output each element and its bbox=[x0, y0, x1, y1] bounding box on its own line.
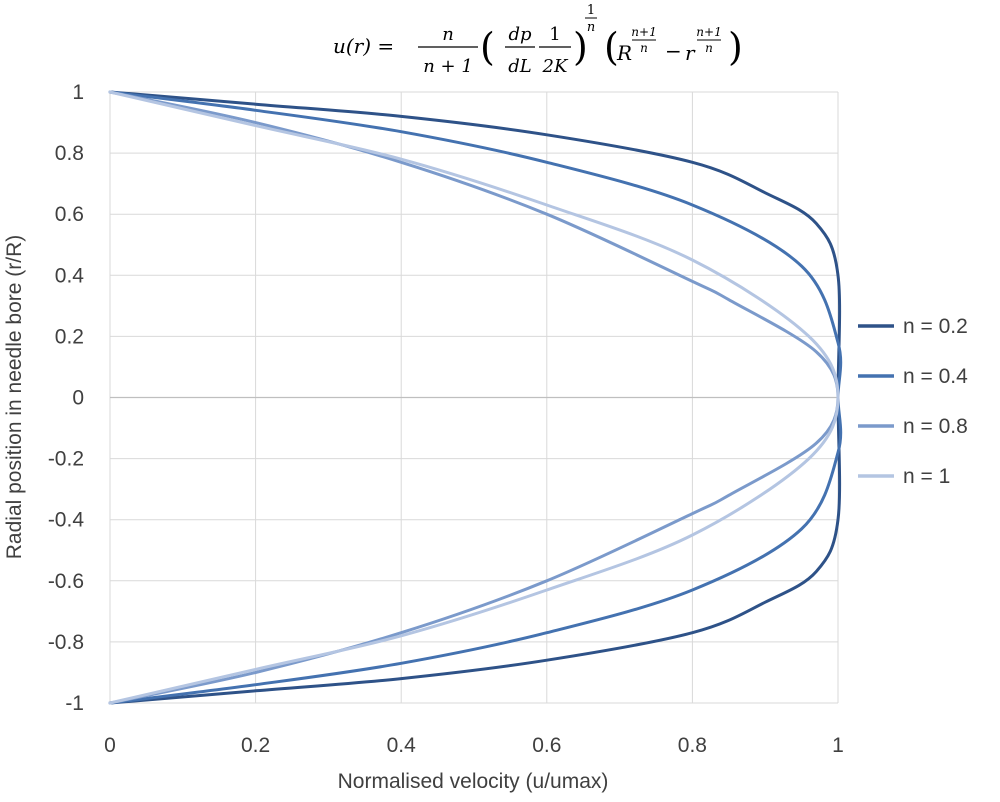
legend: n = 0.2 n = 0.4 n = 0.8 n = 1 bbox=[858, 315, 968, 488]
paren-close-2: ) bbox=[728, 25, 743, 69]
x-tick-label: 0.8 bbox=[678, 734, 707, 757]
legend-label: n = 0.2 bbox=[903, 315, 968, 338]
paren-close: ) bbox=[573, 25, 588, 69]
equation-r: r bbox=[685, 41, 696, 65]
equation-n-den: n + 1 bbox=[423, 56, 473, 77]
x-tick-label: 0.6 bbox=[532, 734, 561, 757]
y-tick-label: 0.8 bbox=[55, 142, 84, 165]
power-den: n bbox=[705, 41, 713, 55]
y-tick-label: -0.4 bbox=[48, 509, 85, 532]
equation-dl: dL bbox=[508, 56, 531, 77]
x-tick-label: 0.2 bbox=[241, 734, 270, 757]
y-tick-label: 0.6 bbox=[55, 203, 84, 226]
equation-2k: 2K bbox=[542, 56, 569, 77]
exponent-one: 1 bbox=[587, 3, 595, 18]
equation-one: 1 bbox=[549, 24, 560, 45]
power-num: n+1 bbox=[696, 25, 721, 39]
series-lines bbox=[108, 90, 843, 705]
y-axis-title: Radial position in needle bore (r/R) bbox=[3, 235, 26, 560]
y-tick-label: 0 bbox=[72, 387, 84, 410]
equation-minus: − bbox=[665, 39, 682, 63]
y-tick-label: 0.2 bbox=[55, 325, 84, 348]
y-tick-label: -0.6 bbox=[48, 570, 84, 593]
equation: u(r) = n n + 1 ( dp dL 1 2K ) 1 n ( R n+… bbox=[333, 3, 743, 77]
y-tick-label: -0.2 bbox=[48, 448, 84, 471]
series-line bbox=[108, 90, 840, 705]
power-num: n+1 bbox=[631, 25, 656, 39]
tick-labels: 0 0.2 0.4 0.6 0.8 1 1 0.8 0.6 0.4 0.2 0 -0.2 -0.4 -0.6… bbox=[48, 81, 844, 757]
power-den: n bbox=[640, 41, 648, 55]
equation-lhs: u(r) = bbox=[333, 34, 394, 58]
x-tick-label: 0.4 bbox=[387, 734, 417, 757]
paren-open: ( bbox=[480, 25, 495, 69]
y-tick-label: -1 bbox=[65, 692, 84, 715]
x-axis-title: Normalised velocity (u/umax) bbox=[338, 770, 609, 793]
exponent-n: n bbox=[587, 20, 595, 35]
x-tick-label: 1 bbox=[832, 734, 844, 757]
y-tick-label: -0.8 bbox=[48, 631, 84, 654]
legend-label: n = 0.4 bbox=[903, 365, 968, 388]
x-tick-label: 0 bbox=[104, 734, 116, 757]
equation-R: R bbox=[616, 41, 632, 65]
y-tick-label: 1 bbox=[72, 81, 84, 104]
legend-label: n = 0.8 bbox=[903, 415, 968, 438]
paren-open-2: ( bbox=[604, 25, 619, 69]
equation-dp: dp bbox=[508, 24, 532, 45]
legend-label: n = 1 bbox=[903, 465, 950, 488]
y-tick-label: 0.4 bbox=[55, 264, 85, 287]
equation-n-num: n bbox=[442, 24, 454, 45]
